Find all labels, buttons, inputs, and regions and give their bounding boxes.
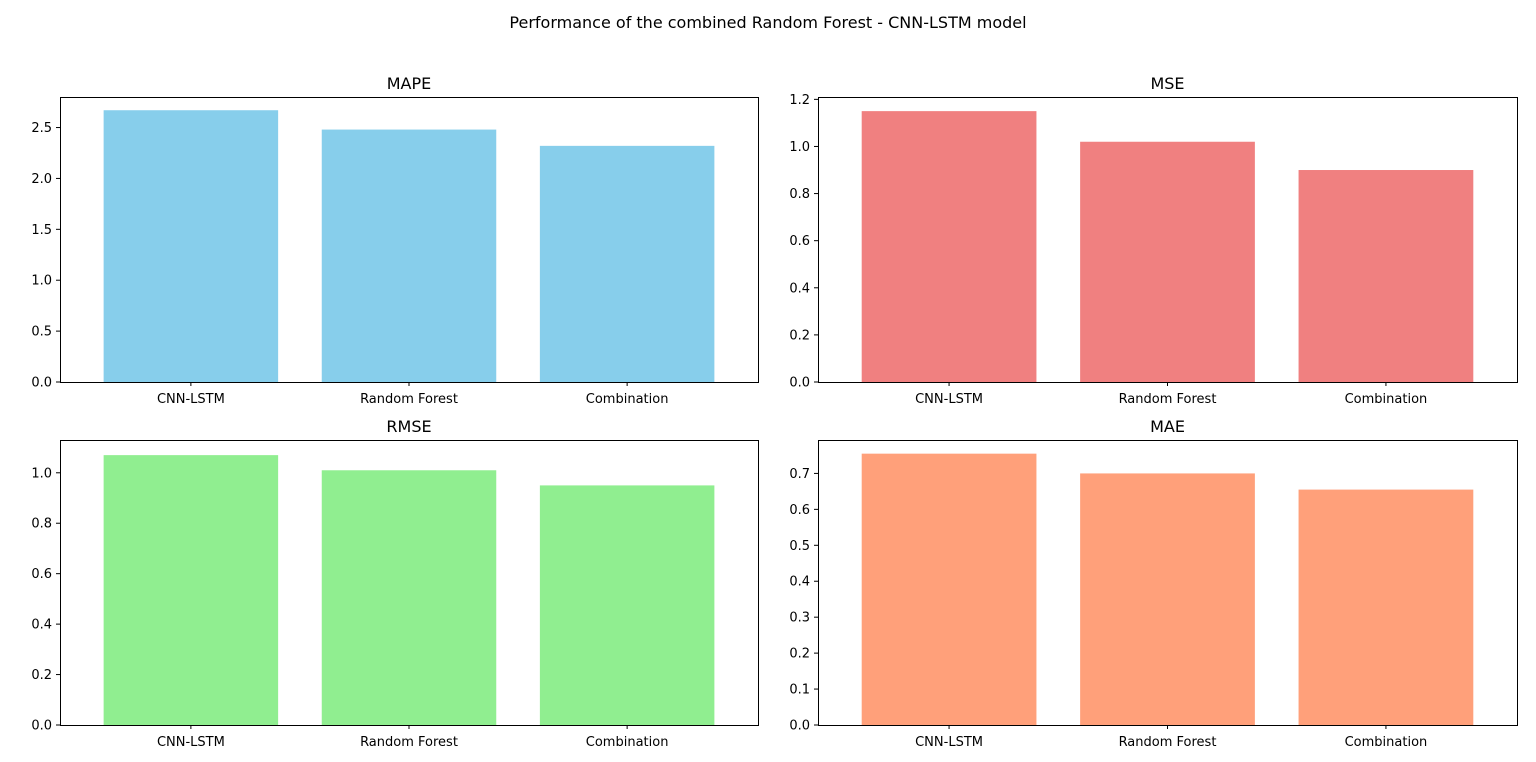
- mse-xtick-label-random-forest: Random Forest: [1119, 392, 1217, 407]
- mae-xtick-label-random-forest: Random Forest: [1119, 735, 1217, 750]
- rmse-panel: RMSE 0.0 0.2 0.4 0.6 0.8 1.0 CNN-LSTM Random For…: [31, 417, 759, 750]
- mae-ytick-label: 0.7: [789, 467, 810, 482]
- mape-panel: MAPE 0.0 0.5 1.0 1.5 2.0 2.5 CNN-LSTM Random For…: [31, 74, 759, 407]
- mse-xtick-label-cnn-lstm: CNN-LSTM: [915, 392, 983, 407]
- mape-ytick-label: 0.5: [31, 325, 52, 340]
- rmse-ytick-label: 0.6: [31, 567, 52, 582]
- mae-ytick-label: 0.6: [789, 503, 810, 518]
- mae-xtick-label-cnn-lstm: CNN-LSTM: [915, 735, 983, 750]
- mse-bar-combination: [1298, 170, 1474, 382]
- mape-ytick-label: 0.0: [31, 376, 52, 391]
- rmse-bar-combination: [539, 485, 715, 725]
- rmse-ytick-label: 0.8: [31, 517, 52, 532]
- mape-xtick-label-combination: Combination: [586, 392, 669, 407]
- mse-ytick-label: 0.4: [789, 281, 810, 296]
- mae-ytick-label: 0.0: [789, 719, 810, 734]
- rmse-bar-cnn-lstm: [103, 455, 279, 725]
- mse-panel: MSE 0.0 0.2 0.4 0.6 0.8 1.0 1.2 CNN-LSTM Random F…: [789, 74, 1518, 407]
- mape-ytick-label: 2.5: [31, 121, 52, 136]
- mae-ytick-label: 0.1: [789, 683, 810, 698]
- mae-panel: MAE 0.0 0.1 0.2 0.3 0.4 0.5 0.6 0.7 CNN-LSTM Rando…: [789, 417, 1518, 750]
- mse-xtick-label-combination: Combination: [1345, 392, 1428, 407]
- rmse-ytick-label: 0.0: [31, 719, 52, 734]
- mae-ytick-label: 0.2: [789, 647, 810, 662]
- mape-bar-combination: [539, 145, 715, 382]
- mse-ytick-label: 1.2: [789, 93, 810, 108]
- mae-bar-combination: [1298, 489, 1474, 725]
- mse-ytick-label: 0.6: [789, 234, 810, 249]
- mse-title: MSE: [1150, 74, 1184, 93]
- mape-bar-cnn-lstm: [103, 110, 279, 382]
- mse-bar-cnn-lstm: [861, 111, 1037, 382]
- mae-xtick-label-combination: Combination: [1345, 735, 1428, 750]
- mae-bar-random-forest: [1080, 473, 1255, 725]
- mse-ytick-label: 1.0: [789, 140, 810, 155]
- rmse-xtick-label-random-forest: Random Forest: [360, 735, 458, 750]
- mape-xtick-label-cnn-lstm: CNN-LSTM: [157, 392, 225, 407]
- rmse-xtick-label-cnn-lstm: CNN-LSTM: [157, 735, 225, 750]
- mae-ytick-label: 0.5: [789, 539, 810, 554]
- mape-xtick-label-random-forest: Random Forest: [360, 392, 458, 407]
- rmse-ytick-label: 0.2: [31, 668, 52, 683]
- mse-ytick-label: 0.2: [789, 328, 810, 343]
- mape-bar-random-forest: [321, 129, 497, 382]
- mae-ytick-label: 0.3: [789, 611, 810, 626]
- mse-ytick-label: 0.8: [789, 187, 810, 202]
- mape-ytick-label: 1.0: [31, 274, 52, 289]
- mae-title: MAE: [1150, 417, 1185, 436]
- subplot-grid: MAPE 0.0 0.5 1.0 1.5 2.0 2.5 CNN-LSTM Random For…: [31, 74, 1518, 750]
- mse-ytick-label: 0.0: [789, 376, 810, 391]
- mape-ytick-label: 2.0: [31, 172, 52, 187]
- figure-suptitle: Performance of the combined Random Fores…: [509, 13, 1026, 32]
- mape-title: MAPE: [387, 74, 432, 93]
- mse-bar-random-forest: [1080, 141, 1255, 382]
- rmse-ytick-label: 1.0: [31, 466, 52, 481]
- mae-bar-cnn-lstm: [861, 453, 1037, 725]
- mape-ytick-label: 1.5: [31, 223, 52, 238]
- rmse-title: RMSE: [386, 417, 431, 436]
- rmse-xtick-label-combination: Combination: [586, 735, 669, 750]
- mae-ytick-label: 0.4: [789, 575, 810, 590]
- rmse-bar-random-forest: [321, 470, 497, 725]
- rmse-ytick-label: 0.4: [31, 618, 52, 633]
